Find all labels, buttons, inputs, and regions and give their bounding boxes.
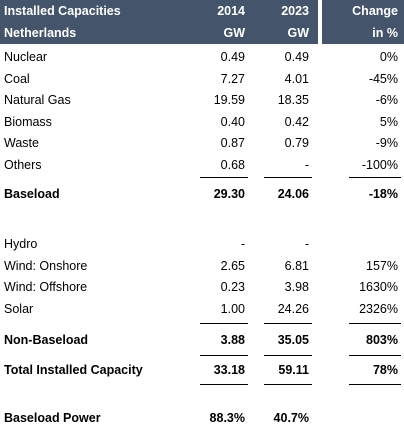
row-value: -100% — [361, 157, 398, 172]
total-value: 59.11 — [278, 363, 309, 377]
row-label: Solar — [4, 301, 34, 316]
row-value: 3.98 — [284, 280, 309, 294]
row-value: 2326% — [359, 301, 398, 316]
header-band — [322, 0, 404, 44]
subtotal-value: 803% — [366, 333, 398, 347]
subtotal-value: 35.05 — [277, 333, 309, 347]
row-value: - — [304, 237, 309, 251]
row-value: 0.49 — [220, 50, 245, 64]
rule — [349, 355, 401, 356]
rule — [264, 323, 312, 324]
row-value: - — [304, 157, 309, 172]
row-value: 0.87 — [220, 136, 245, 150]
rule — [200, 355, 248, 356]
header-subtitle: Netherlands — [4, 26, 77, 40]
rule — [200, 323, 248, 324]
rule — [349, 323, 401, 324]
row-value: 1.00 — [220, 301, 245, 316]
column-unit: in % — [372, 26, 398, 40]
header-title: Installed Capacities — [4, 4, 121, 18]
subtotal-label: Non-Baseload — [4, 333, 89, 347]
row-value: 0% — [379, 50, 398, 64]
column-unit: GW — [223, 26, 245, 40]
column-unit: GW — [287, 26, 309, 40]
row-value: 2.65 — [220, 258, 245, 273]
row-value: 18.35 — [277, 93, 309, 107]
total-label: Total Installed Capacity — [4, 363, 143, 377]
row-value: 0.42 — [284, 114, 309, 129]
row-value: 0.68 — [220, 157, 245, 172]
column-header: Change — [352, 4, 398, 18]
rule — [264, 384, 312, 385]
rule — [200, 384, 248, 385]
row-value: 24.26 — [277, 301, 309, 316]
footer-value: 40.7% — [273, 411, 309, 425]
column-header: 2014 — [217, 4, 245, 18]
row-value: 0.79 — [284, 136, 309, 150]
row-value: 19.59 — [213, 93, 245, 107]
row-label: Waste — [4, 136, 39, 150]
row-value: 0.40 — [220, 114, 245, 129]
rule — [200, 177, 248, 178]
row-label: Nuclear — [4, 50, 48, 64]
header-band — [0, 0, 318, 44]
row-label: Natural Gas — [4, 93, 71, 107]
subtotal-value: 3.88 — [220, 333, 245, 347]
row-value: 5% — [379, 114, 398, 129]
row-value: -9% — [375, 136, 398, 150]
row-value: 6.81 — [284, 258, 309, 273]
row-label: Hydro — [4, 237, 38, 251]
row-value: 1630% — [359, 280, 398, 294]
row-value: 0.49 — [284, 50, 309, 64]
column-header: 2023 — [281, 4, 309, 18]
rule — [264, 355, 312, 356]
subtotal-value: 29.30 — [213, 187, 245, 201]
rule — [349, 384, 401, 385]
rule — [264, 177, 312, 178]
rule — [349, 177, 401, 178]
subtotal-label: Baseload — [4, 187, 60, 201]
row-value: -6% — [375, 93, 398, 107]
row-label: Others — [4, 157, 42, 172]
row-value: 7.27 — [220, 71, 245, 86]
row-label: Wind: Offshore — [4, 280, 88, 294]
subtotal-value: 24.06 — [277, 187, 309, 201]
row-value: 4.01 — [284, 71, 309, 86]
row-label: Biomass — [4, 114, 52, 129]
row-value: -45% — [368, 71, 398, 86]
row-label: Wind: Onshore — [4, 258, 88, 273]
subtotal-value: -18% — [368, 187, 398, 201]
row-value: - — [240, 237, 245, 251]
row-value: 0.23 — [220, 280, 245, 294]
footer-label: Baseload Power — [4, 411, 101, 425]
row-value: 157% — [366, 258, 398, 273]
row-label: Coal — [4, 71, 30, 86]
total-value: 33.18 — [213, 363, 245, 377]
footer-value: 88.3% — [209, 411, 245, 425]
total-value: 78% — [372, 363, 398, 377]
